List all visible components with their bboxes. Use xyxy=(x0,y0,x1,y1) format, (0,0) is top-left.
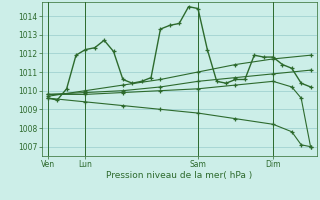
X-axis label: Pression niveau de la mer( hPa ): Pression niveau de la mer( hPa ) xyxy=(106,171,252,180)
